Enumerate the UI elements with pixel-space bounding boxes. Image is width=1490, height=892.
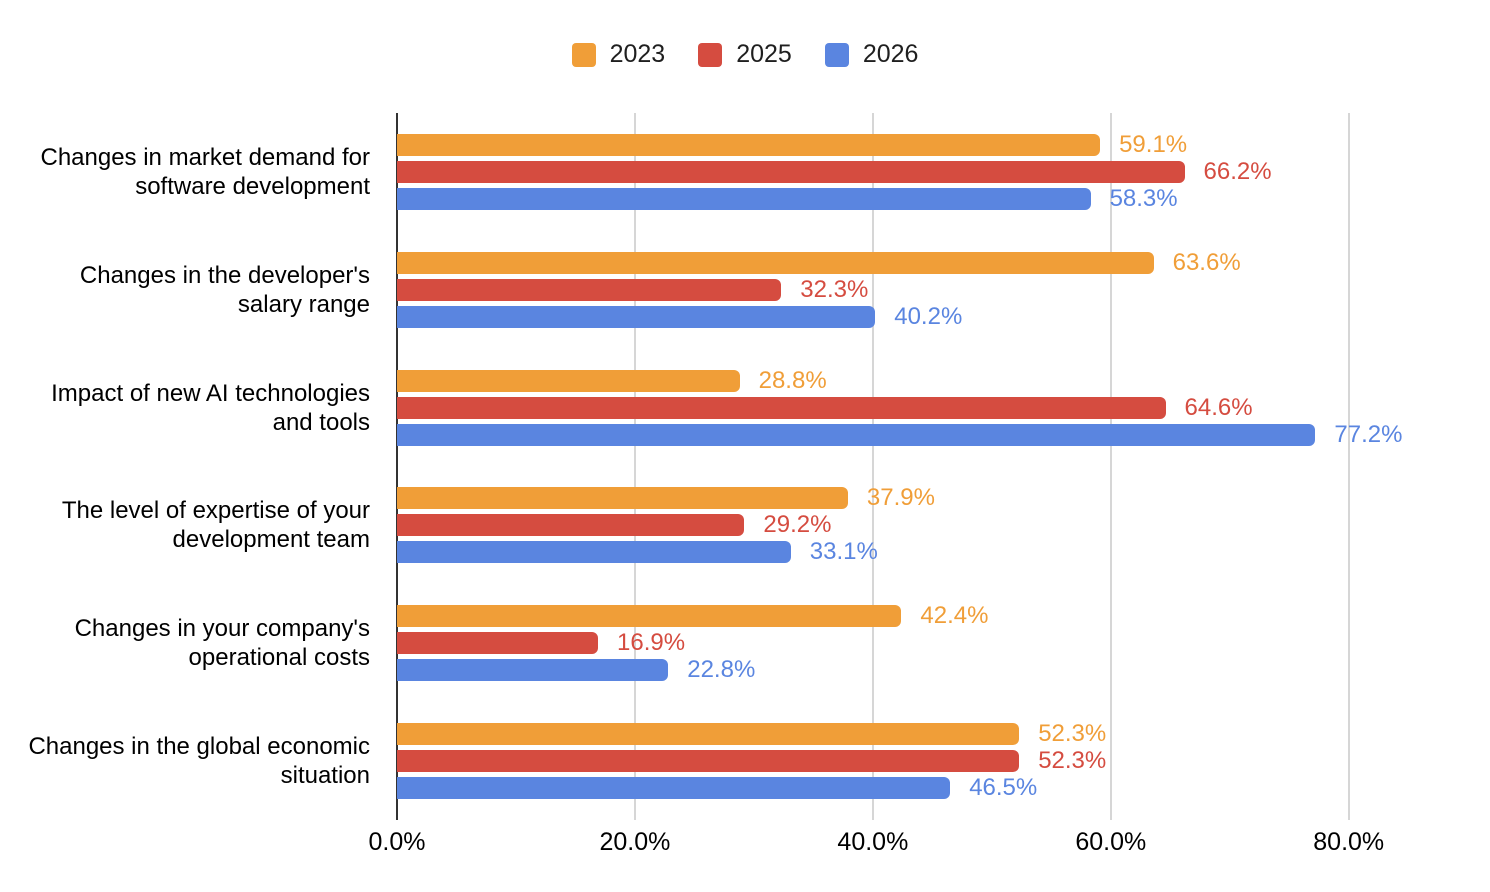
bar-line-2025: 64.6% — [397, 393, 1432, 421]
chart-legend: 2023 2025 2026 — [0, 40, 1490, 69]
bar-value-label: 64.6% — [1184, 393, 1253, 421]
bar-group: 42.4% 16.9% 22.8% — [397, 584, 1432, 702]
bar-line-2023: 42.4% — [397, 602, 1432, 630]
bar-line-2026: 58.3% — [397, 184, 1432, 212]
bar-2023 — [397, 133, 1101, 156]
bar-2023 — [397, 723, 1020, 746]
bar-value-label: 42.4% — [920, 602, 989, 630]
gridline — [1347, 113, 1350, 820]
gridline — [1109, 113, 1112, 820]
bar-value-label: 22.8% — [687, 656, 756, 684]
x-axis-tick-label: 80.0% — [1313, 828, 1385, 856]
bar-line-2023: 37.9% — [397, 484, 1432, 512]
legend-label: 2023 — [609, 40, 666, 68]
bar-value-label: 58.3% — [1109, 184, 1178, 212]
bar-value-label: 77.2% — [1334, 420, 1403, 448]
bar-value-label: 59.1% — [1119, 130, 1188, 158]
bar-line-2026: 46.5% — [397, 774, 1432, 802]
category-axis: Changes in market demand for software de… — [0, 113, 385, 820]
bar-2023 — [397, 251, 1154, 274]
bar-group: 37.9% 29.2% 33.1% — [397, 466, 1432, 584]
bar-value-label: 52.3% — [1038, 747, 1107, 775]
x-axis-tick-label: 40.0% — [837, 828, 909, 856]
bar-2026 — [397, 423, 1316, 446]
category-label: Changes in your company's operational co… — [74, 615, 370, 672]
bar-value-label: 29.2% — [763, 511, 832, 539]
bar-value-label: 63.6% — [1172, 248, 1241, 276]
bar-line-2025: 16.9% — [397, 629, 1432, 657]
legend-color-swatch — [571, 42, 596, 67]
category-label: Changes in the developer's salary range — [79, 261, 370, 318]
bar-2026 — [397, 777, 951, 800]
category-label: Changes in the global economic situation — [28, 733, 370, 790]
bar-2025 — [397, 160, 1185, 183]
bar-2025 — [397, 750, 1020, 773]
bar-line-2023: 28.8% — [397, 366, 1432, 394]
bar-value-label: 16.9% — [617, 629, 686, 657]
bar-line-2026: 33.1% — [397, 538, 1432, 566]
bar-2025 — [397, 278, 782, 301]
x-axis-tick-label: 0.0% — [368, 828, 426, 856]
y-axis-line — [396, 113, 398, 820]
x-axis: 0.0% 20.0% 40.0% 60.0% 80.0% — [369, 828, 1432, 862]
legend-item-2023: 2023 — [571, 40, 666, 69]
bar-group: 59.1% 66.2% 58.3% — [397, 113, 1432, 231]
bar-value-label: 66.2% — [1203, 157, 1272, 185]
bar-line-2025: 29.2% — [397, 511, 1432, 539]
bar-value-label: 33.1% — [809, 538, 878, 566]
bar-2026 — [397, 659, 669, 682]
bar-rows: 59.1% 66.2% 58.3% 63.6% 32.3% 40.2% 28.8% 64.6%… — [397, 113, 1432, 820]
bar-value-label: 37.9% — [866, 484, 935, 512]
bar-line-2023: 59.1% — [397, 130, 1432, 158]
bar-2023 — [397, 487, 848, 510]
bar-line-2025: 32.3% — [397, 275, 1432, 303]
plot-area: 59.1% 66.2% 58.3% 63.6% 32.3% 40.2% 28.8% 64.6%… — [396, 113, 1432, 820]
category-label: The level of expertise of your developme… — [61, 497, 370, 554]
bar-line-2026: 22.8% — [397, 656, 1432, 684]
bar-line-2025: 66.2% — [397, 157, 1432, 185]
gridline — [633, 113, 636, 820]
bar-2026 — [397, 187, 1091, 210]
bar-value-label: 32.3% — [800, 275, 869, 303]
bar-group: 63.6% 32.3% 40.2% — [397, 231, 1432, 349]
bar-2023 — [397, 369, 740, 392]
legend-item-2026: 2026 — [824, 40, 919, 69]
bar-2025 — [397, 396, 1166, 419]
bar-group: 28.8% 64.6% 77.2% — [397, 349, 1432, 467]
bar-2025 — [397, 632, 599, 655]
bar-group: 52.3% 52.3% 46.5% — [397, 702, 1432, 820]
bar-line-2026: 40.2% — [397, 302, 1432, 330]
gridline — [871, 113, 874, 820]
legend-color-swatch — [824, 42, 849, 67]
bar-value-label: 28.8% — [758, 366, 827, 394]
legend-color-swatch — [698, 42, 723, 67]
legend-label: 2025 — [736, 40, 792, 68]
x-axis-tick-label: 60.0% — [1075, 828, 1147, 856]
bar-value-label: 52.3% — [1038, 720, 1107, 748]
bar-2025 — [397, 514, 745, 537]
bar-line-2026: 77.2% — [397, 420, 1432, 448]
legend-item-2025: 2025 — [698, 40, 792, 69]
legend-label: 2026 — [862, 40, 919, 68]
bar-2026 — [397, 305, 876, 328]
bar-value-label: 46.5% — [969, 774, 1038, 802]
x-axis-tick-label: 20.0% — [599, 828, 671, 856]
bar-value-label: 40.2% — [894, 302, 963, 330]
category-label: Changes in market demand for software de… — [40, 143, 370, 200]
bar-2023 — [397, 605, 902, 628]
bar-line-2023: 63.6% — [397, 248, 1432, 276]
category-label: Impact of new AI technologies and tools — [51, 379, 370, 436]
bar-2026 — [397, 541, 791, 564]
bar-line-2025: 52.3% — [397, 747, 1432, 775]
bar-line-2023: 52.3% — [397, 720, 1432, 748]
